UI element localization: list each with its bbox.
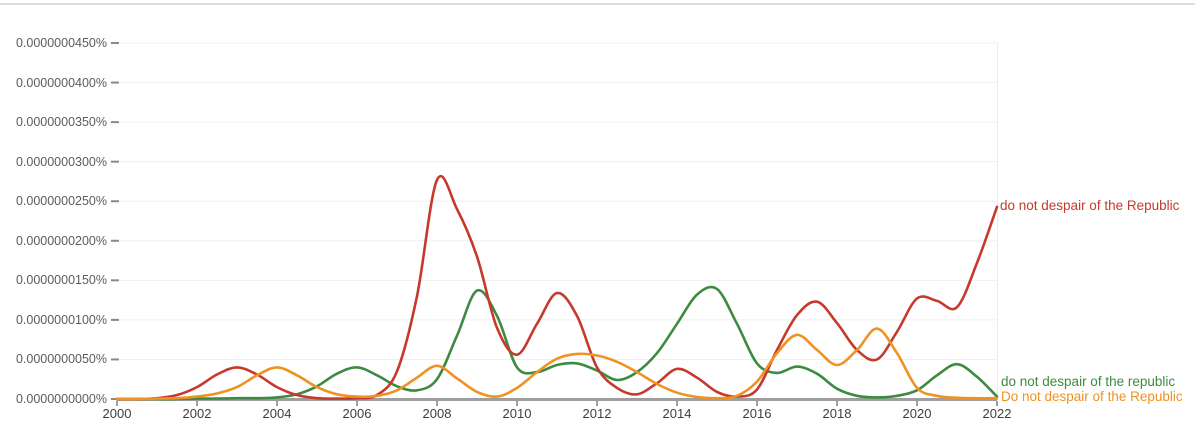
y-axis-label: 0.0000000300% [15, 154, 107, 169]
x-axis-label: 2016 [742, 406, 772, 421]
y-axis-label: 0.0000000400% [15, 75, 107, 90]
legend-label-2[interactable]: Do not despair of the Republic [1001, 389, 1183, 404]
series-line-1 [115, 175, 999, 401]
legend-label-1[interactable]: do not despair of the Republic [1000, 198, 1180, 213]
y-axis-label: 0.0000000350% [15, 115, 107, 130]
y-axis-label: 0.0000000000% [15, 392, 107, 406]
legend-label-0[interactable]: do not despair of the republic [1001, 374, 1176, 389]
top-divider [0, 3, 1195, 5]
y-axis-label: 0.0000000150% [15, 273, 107, 288]
y-axis-label: 0.0000000200% [15, 233, 107, 248]
series-line-2 [115, 327, 999, 401]
x-axis-label: 2010 [502, 406, 532, 421]
y-axis-label: 0.0000000050% [15, 352, 107, 367]
y-axis-label: 0.0000000450% [15, 36, 107, 50]
x-axis-label: 2018 [822, 406, 852, 421]
y-axis-label: 0.0000000250% [15, 194, 107, 209]
x-axis-label: 2004 [262, 406, 292, 421]
series-line-0 [115, 285, 999, 401]
x-axis-label: 2022 [982, 406, 1012, 421]
x-axis-label: 2008 [422, 406, 452, 421]
x-axis-label: 2020 [902, 406, 932, 421]
y-axis-label: 0.0000000100% [15, 312, 107, 327]
x-axis-label: 2002 [182, 406, 212, 421]
x-axis-label: 2012 [582, 406, 612, 421]
x-axis-label: 2000 [102, 406, 132, 421]
x-axis-label: 2014 [662, 406, 692, 421]
x-axis-label: 2006 [342, 406, 372, 421]
